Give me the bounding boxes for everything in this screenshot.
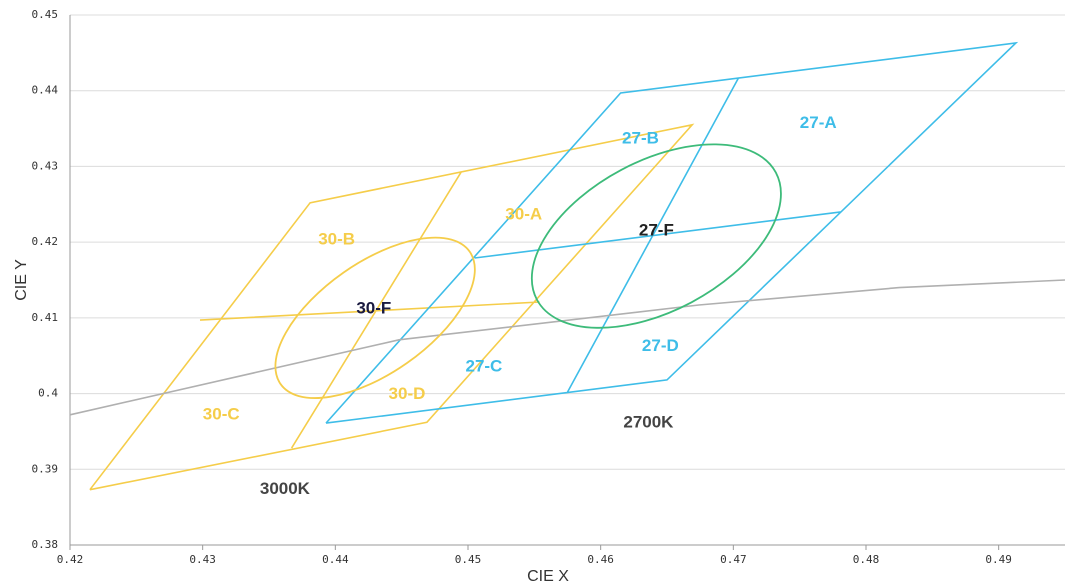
annotation: 27-B bbox=[622, 129, 659, 148]
annotation: 3000K bbox=[260, 479, 311, 498]
y-axis-title: CIE Y bbox=[13, 259, 30, 301]
x-tick-label: 0.48 bbox=[853, 553, 880, 566]
x-tick-label: 0.42 bbox=[57, 553, 84, 566]
annotation: 30-B bbox=[318, 229, 355, 248]
x-tick-label: 0.45 bbox=[455, 553, 482, 566]
y-tick-label: 0.38 bbox=[32, 538, 59, 551]
y-tick-label: 0.4 bbox=[38, 387, 58, 400]
y-tick-label: 0.39 bbox=[32, 462, 59, 475]
annotation: 2700K bbox=[623, 413, 674, 432]
y-tick-label: 0.45 bbox=[32, 8, 59, 21]
annotation: 27-A bbox=[800, 113, 837, 132]
series-line bbox=[69, 279, 1066, 416]
annotation: 30-F bbox=[356, 298, 391, 317]
y-tick-label: 0.44 bbox=[32, 84, 59, 97]
x-tick-label: 0.44 bbox=[322, 553, 349, 566]
series-line bbox=[89, 123, 695, 491]
annotation: 30-D bbox=[389, 384, 426, 403]
y-tick-label: 0.42 bbox=[32, 235, 59, 248]
x-tick-label: 0.47 bbox=[720, 553, 747, 566]
annotation: 27-D bbox=[642, 336, 679, 355]
x-tick-label: 0.43 bbox=[189, 553, 216, 566]
x-axis-title: CIE X bbox=[527, 568, 569, 585]
y-tick-label: 0.43 bbox=[32, 159, 59, 172]
series-line bbox=[325, 41, 1019, 424]
annotation: 27-C bbox=[465, 357, 502, 376]
annotation: 30-C bbox=[203, 404, 240, 423]
y-tick-label: 0.41 bbox=[32, 311, 59, 324]
ellipse bbox=[274, 236, 476, 399]
ellipse bbox=[530, 143, 782, 329]
annotation: 30-A bbox=[505, 204, 542, 223]
annotation: 27-F bbox=[639, 220, 674, 239]
x-tick-label: 0.49 bbox=[985, 553, 1012, 566]
x-tick-label: 0.46 bbox=[587, 553, 614, 566]
